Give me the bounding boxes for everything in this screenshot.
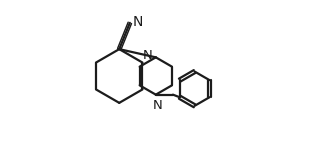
Text: N: N bbox=[132, 15, 143, 29]
Text: N: N bbox=[153, 98, 162, 112]
Text: N: N bbox=[143, 49, 153, 62]
